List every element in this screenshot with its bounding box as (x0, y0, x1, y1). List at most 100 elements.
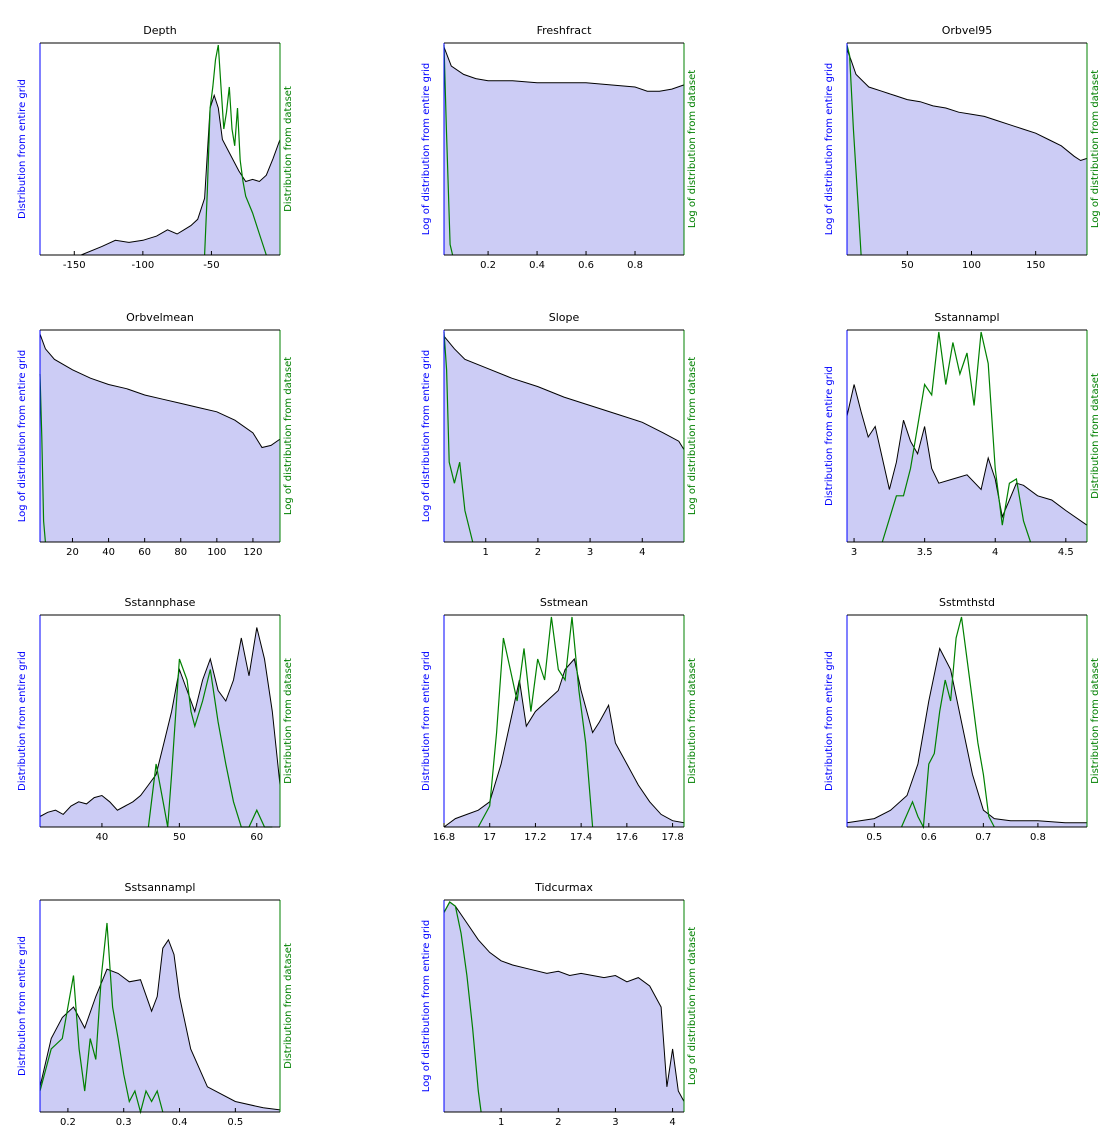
chart-title: Orbvel95 (942, 24, 993, 37)
x-tick-label: 0.3 (116, 1117, 132, 1128)
grid-distribution-area (847, 49, 1087, 256)
dataset-distribution-line (204, 44, 267, 256)
chart-title: Sstannphase (125, 596, 196, 609)
grid-distribution-area (444, 902, 684, 1112)
y-axis-label-right: Distribution from dataset (687, 658, 698, 784)
grid-distribution-line (443, 335, 685, 450)
chart-title: Sstmthstd (939, 596, 995, 609)
x-tick-label: 100 (962, 260, 981, 271)
chart-title: Sstsannampl (125, 881, 196, 894)
y-axis-label-right: Log of distribution from dataset (687, 357, 698, 515)
x-tick-label: 50 (901, 260, 914, 271)
chart-title: Slope (549, 311, 580, 324)
y-axis-label-left: Log of distribution from entire grid (421, 63, 432, 235)
x-tick-label: 40 (102, 547, 115, 558)
y-axis-label-left: Distribution from entire grid (824, 366, 835, 506)
x-tick-label: 0.8 (627, 260, 643, 271)
x-tick-label: 0.6 (578, 260, 594, 271)
x-tick-label: 3.5 (917, 547, 933, 558)
y-axis-label-left: Distribution from entire grid (17, 651, 28, 791)
x-tick-label: 40 (96, 832, 109, 843)
y-axis-label-right: Distribution from dataset (283, 658, 294, 784)
grid-distribution-area (444, 336, 684, 542)
chart-panel-slope: 1 2 3 4 Slope Log of distribution from entire… (421, 311, 698, 558)
x-tick-label: 2 (535, 547, 541, 558)
y-axis-label-right: Distribution from dataset (1090, 658, 1101, 784)
chart-panel-freshfract: 0.2 0.4 0.6 0.8 Freshfract Log of distributio… (421, 24, 698, 271)
chart-title: Sstannampl (934, 311, 999, 324)
x-tick-label: 150 (1026, 260, 1045, 271)
y-axis-label-left: Log of distribution from entire grid (421, 350, 432, 522)
grid-distribution-area (40, 334, 280, 542)
x-tick-label: 0.4 (172, 1117, 188, 1128)
chart-title: Sstmean (540, 596, 588, 609)
dataset-distribution-line (881, 331, 1032, 543)
grid-distribution-area (444, 47, 684, 255)
chart-title: Tidcurmax (534, 881, 593, 894)
grid-distribution-line (39, 938, 281, 1111)
y-axis-label-left: Log of distribution from entire grid (421, 920, 432, 1092)
y-axis-label-right: Distribution from dataset (283, 86, 294, 212)
chart-panel-sstannphase: 40 50 60 Sstannphase Distribution from entir… (17, 596, 294, 843)
grid-distribution-area (40, 627, 280, 827)
x-tick-label: 60 (250, 832, 263, 843)
x-tick-label: 3 (851, 547, 857, 558)
chart-title: Orbvelmean (126, 311, 194, 324)
x-tick-label: 16.8 (433, 832, 455, 843)
grid-distribution-area (53, 95, 281, 256)
dataset-distribution-line (39, 922, 164, 1115)
x-tick-label: 17 (483, 832, 496, 843)
x-tick-label: 0.2 (480, 260, 496, 271)
x-tick-label: 1 (483, 547, 489, 558)
y-axis-label-right: Distribution from dataset (1090, 373, 1101, 499)
x-tick-label: 1 (498, 1117, 504, 1128)
grid-distribution-line (39, 627, 281, 817)
x-tick-label: 80 (174, 547, 187, 558)
dataset-distribution-line (846, 44, 862, 256)
y-axis-label-left: Distribution from entire grid (17, 79, 28, 219)
x-tick-label: 0.7 (975, 832, 991, 843)
chart-panel-tidcurmax: 1 2 3 4 Tidcurmax Log of distribution from en… (421, 881, 698, 1128)
x-tick-label: 0.2 (60, 1117, 76, 1128)
grid-distribution-line (846, 49, 1088, 162)
x-tick-label: -50 (203, 260, 219, 271)
dataset-distribution-line (443, 44, 454, 256)
y-axis-label-left: Distribution from entire grid (824, 651, 835, 791)
x-tick-label: 2 (555, 1117, 561, 1128)
x-tick-label: 60 (138, 547, 151, 558)
y-axis-label-right: Log of distribution from dataset (687, 927, 698, 1085)
grid-distribution-area (847, 648, 1087, 827)
x-tick-label: 0.8 (1030, 832, 1046, 843)
x-tick-label: 17.4 (570, 832, 592, 843)
y-axis-label-left: Distribution from entire grid (421, 651, 432, 791)
dataset-distribution-line (900, 616, 995, 830)
chart-title: Depth (143, 24, 177, 37)
x-tick-label: 4 (639, 547, 645, 558)
x-tick-label: 0.5 (866, 832, 882, 843)
dataset-distribution-line (39, 373, 46, 543)
x-tick-label: 0.6 (921, 832, 937, 843)
x-tick-label: 0.5 (227, 1117, 243, 1128)
dataset-distribution-line (443, 901, 482, 1113)
y-axis-label-right: Log of distribution from dataset (687, 70, 698, 228)
chart-panel-sstsannampl: 0.2 0.3 0.4 0.5 Sstsannampl Distribution from… (17, 881, 294, 1128)
chart-title: Freshfract (537, 24, 592, 37)
x-tick-label: 0.4 (529, 260, 545, 271)
x-tick-label: 4.5 (1058, 547, 1074, 558)
y-axis-label-right: Log of distribution from dataset (283, 357, 294, 515)
x-tick-label: 17.2 (524, 832, 546, 843)
y-axis-label-right: Log of distribution from dataset (1090, 70, 1101, 228)
x-tick-label: 100 (207, 547, 226, 558)
x-tick-label: 17.6 (616, 832, 638, 843)
x-tick-label: 4 (669, 1117, 675, 1128)
grid-distribution-line (53, 93, 281, 256)
chart-panel-orbvelmean: 20 40 60 80 100 120 Orbvelmean Log of distribut… (17, 311, 294, 558)
x-tick-label: 120 (243, 547, 262, 558)
grid-distribution-line (846, 647, 1087, 824)
chart-panel-orbvel95: 50 100 150 Orbvel95 Log of distribution from… (824, 24, 1101, 271)
y-axis-label-left: Distribution from entire grid (17, 936, 28, 1076)
chart-panel-sstmthstd: 0.5 0.6 0.7 0.8 Sstmthstd Distribution from e… (824, 596, 1101, 843)
grid-distribution-line (443, 901, 685, 1102)
grid-distribution-area (444, 659, 684, 827)
